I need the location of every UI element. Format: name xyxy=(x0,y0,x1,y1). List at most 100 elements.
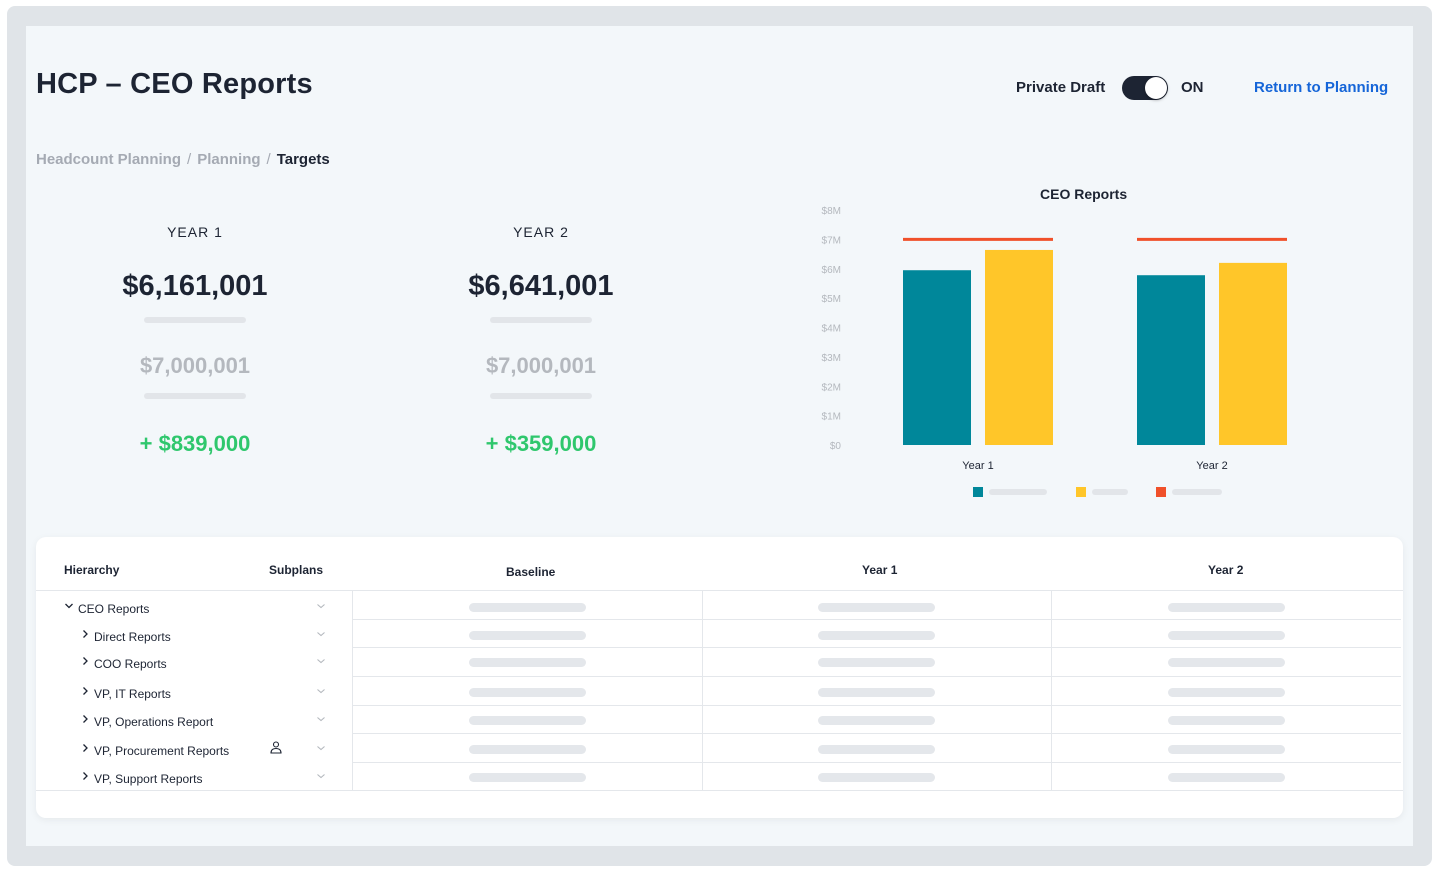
subplan-dropdown-chevron-icon[interactable] xyxy=(316,626,326,637)
baseline-cell-placeholder xyxy=(469,745,586,754)
y-tick-label: $8M xyxy=(822,206,841,217)
row-divider xyxy=(353,762,1401,763)
toggle-knob xyxy=(1145,77,1167,99)
row-divider xyxy=(353,619,1401,620)
year-2-summary: YEAR 2 $6,641,001 $7,000,001 + $359,000 xyxy=(411,224,671,457)
legend-label-placeholder xyxy=(1092,489,1128,495)
subplan-dropdown-chevron-icon[interactable] xyxy=(316,740,326,751)
baseline-cell-placeholder xyxy=(469,603,586,612)
subplan-dropdown-chevron-icon[interactable] xyxy=(316,653,326,664)
year-1-header: Year 1 xyxy=(862,563,898,577)
chevron-right-icon[interactable] xyxy=(80,655,90,669)
subplan-dropdown-chevron-icon[interactable] xyxy=(316,711,326,722)
column-divider xyxy=(702,591,703,791)
breadcrumb-headcount-planning[interactable]: Headcount Planning xyxy=(36,151,182,168)
row-label: VP, Support Reports xyxy=(94,772,203,786)
breadcrumb: Headcount Planning / Planning / Targets xyxy=(36,151,330,168)
baseline-cell-placeholder xyxy=(469,716,586,725)
chevron-down-icon[interactable] xyxy=(64,600,74,614)
breadcrumb-separator: / xyxy=(187,151,192,168)
y-tick-label: $5M xyxy=(822,294,841,305)
y-tick-label: $7M xyxy=(822,235,841,246)
table-row[interactable]: Direct Reports xyxy=(36,622,1403,650)
year-2-cell-placeholder xyxy=(1168,603,1285,612)
bar-year-2-series-2 xyxy=(1219,262,1287,445)
year-2-value: $6,641,001 xyxy=(468,270,614,302)
placeholder-bar xyxy=(144,317,246,323)
placeholder-bar xyxy=(490,317,592,323)
y-tick-label: $4M xyxy=(822,324,841,335)
breadcrumb-planning[interactable]: Planning xyxy=(197,151,261,168)
table-bottom-divider xyxy=(36,790,1403,791)
legend-label-placeholder xyxy=(989,489,1047,495)
legend-swatch-1 xyxy=(973,487,983,497)
subplan-dropdown-chevron-icon[interactable] xyxy=(316,768,326,779)
x-tick-label: Year 2 xyxy=(1196,460,1227,472)
row-label: VP, IT Reports xyxy=(94,687,171,701)
chevron-right-icon[interactable] xyxy=(80,685,90,699)
person-icon[interactable] xyxy=(270,741,282,759)
table-row[interactable]: COO Reports xyxy=(36,649,1403,677)
table-row[interactable]: CEO Reports xyxy=(36,594,1403,622)
subplan-dropdown-chevron-icon[interactable] xyxy=(316,683,326,694)
column-divider xyxy=(352,591,353,791)
row-label: CEO Reports xyxy=(78,602,150,616)
year-2-difference: + $359,000 xyxy=(485,431,597,456)
row-divider xyxy=(353,705,1401,706)
bar-year-1-series-2 xyxy=(985,249,1053,445)
year-2-cell-placeholder xyxy=(1168,773,1285,782)
breadcrumb-separator: / xyxy=(266,151,271,168)
year-2-title: YEAR 2 xyxy=(513,224,569,240)
table-row[interactable]: VP, IT Reports xyxy=(36,679,1403,707)
baseline-cell-placeholder xyxy=(469,773,586,782)
hierarchy-header: Hierarchy xyxy=(64,563,120,577)
placeholder-bar xyxy=(490,393,592,399)
y-tick-label: $3M xyxy=(822,353,841,364)
year-1-summary: YEAR 1 $6,161,001 $7,000,001 + $839,000 xyxy=(65,224,325,457)
year-1-cell-placeholder xyxy=(818,716,935,725)
subplans-header: Subplans xyxy=(269,563,324,577)
private-draft-toggle[interactable] xyxy=(1122,76,1168,100)
row-label: VP, Operations Report xyxy=(94,715,214,729)
year-1-value: $6,161,001 xyxy=(122,270,268,302)
y-tick-label: $2M xyxy=(822,382,841,393)
row-divider xyxy=(353,733,1401,734)
y-tick-label: $1M xyxy=(822,412,841,423)
return-to-planning-link[interactable]: Return to Planning xyxy=(1254,79,1389,96)
year-1-cell-placeholder xyxy=(818,658,935,667)
chevron-right-icon[interactable] xyxy=(80,628,90,642)
header-divider xyxy=(36,590,1403,591)
baseline-cell-placeholder xyxy=(469,631,586,640)
year-2-target: $7,000,001 xyxy=(485,353,597,378)
year-2-cell-placeholder xyxy=(1168,631,1285,640)
ceo-reports-chart: $0 $1M $2M $3M $4M $5M $6M $7M $8M Year 1 Year 2 xyxy=(822,206,1287,497)
row-divider xyxy=(353,647,1401,648)
chart-title: CEO Reports xyxy=(1040,186,1128,202)
baseline-cell-placeholder xyxy=(469,688,586,697)
year-1-cell-placeholder xyxy=(818,745,935,754)
y-tick-label: $6M xyxy=(822,265,841,276)
chevron-right-icon[interactable] xyxy=(80,770,90,784)
bar-year-1-series-1 xyxy=(903,270,971,445)
chevron-right-icon[interactable] xyxy=(80,713,90,727)
x-tick-label: Year 1 xyxy=(962,460,993,472)
year-1-title: YEAR 1 xyxy=(167,224,223,240)
table-row[interactable]: VP, Support Reports xyxy=(36,764,1403,792)
year-1-difference: + $839,000 xyxy=(139,431,251,456)
legend-swatch-3 xyxy=(1156,487,1166,497)
year-2-header: Year 2 xyxy=(1208,563,1244,577)
row-divider xyxy=(353,676,1401,677)
y-tick-label: $0 xyxy=(830,441,842,452)
chevron-right-icon[interactable] xyxy=(80,742,90,756)
column-divider xyxy=(1051,591,1052,791)
year-2-cell-placeholder xyxy=(1168,716,1285,725)
year-1-cell-placeholder xyxy=(818,631,935,640)
toggle-state-label: ON xyxy=(1181,79,1204,96)
table-row[interactable]: VP, Procurement Reports xyxy=(36,736,1403,764)
baseline-cell-placeholder xyxy=(469,658,586,667)
private-draft-label: Private Draft xyxy=(1016,79,1106,96)
subplan-dropdown-chevron-icon[interactable] xyxy=(316,598,326,609)
row-label: Direct Reports xyxy=(94,630,171,644)
table-row[interactable]: VP, Operations Report xyxy=(36,707,1403,735)
year-2-cell-placeholder xyxy=(1168,745,1285,754)
